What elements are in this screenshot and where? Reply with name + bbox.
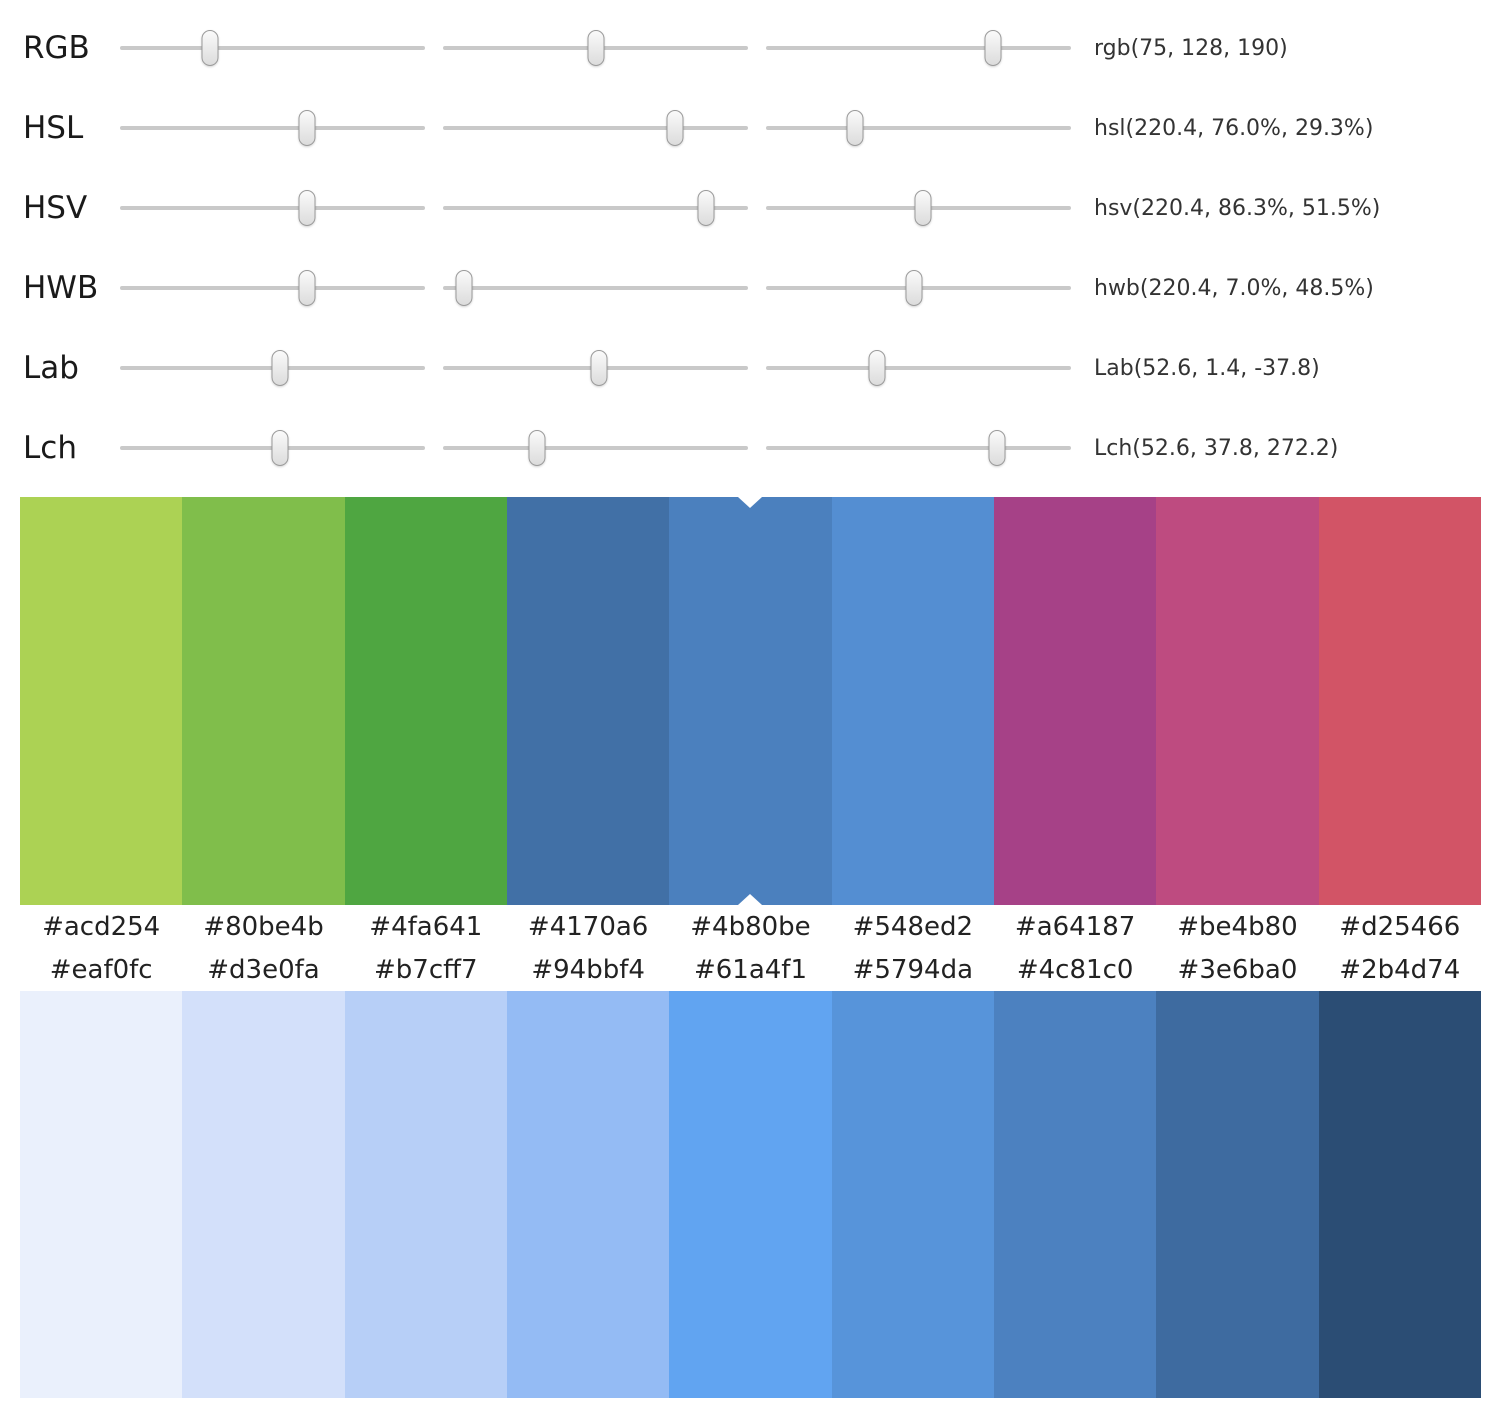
rgb-slider-track-3[interactable] (766, 30, 1071, 66)
rgb-slider-thumb-3[interactable] (984, 30, 1002, 66)
rgb-row-label: RGB (23, 30, 90, 66)
harmony-swatch-4fa641[interactable] (344, 497, 507, 905)
harmony-swatch-acd254[interactable] (20, 497, 183, 905)
hwb-row-label: HWB (23, 270, 99, 306)
hwb-slider-track-3[interactable] (766, 270, 1071, 306)
lab-slider-thumb-1[interactable] (271, 350, 289, 386)
lch-slider-track-1[interactable] (120, 430, 425, 466)
scale-swatch-d3e0fa[interactable] (182, 991, 345, 1398)
harmony-swatch-548ed2[interactable] (831, 497, 994, 905)
scale-hex-labels: #eaf0fc #d3e0fa #b7cff7 #94bbf4 #61a4f1 #5794… (20, 948, 1481, 991)
hsv-slider-thumb-3[interactable] (914, 190, 932, 226)
lch-row-label: Lch (23, 430, 77, 466)
scale-swatch-eaf0fc[interactable] (20, 991, 183, 1398)
hsl-row-label: HSL (23, 110, 84, 146)
hsv-slider-track-1[interactable] (120, 190, 425, 226)
scale-hex-label-3: #b7cff7 (374, 954, 478, 985)
lab-slider-thumb-2[interactable] (590, 350, 608, 386)
hwb-slider-track-1[interactable] (120, 270, 425, 306)
scale-swatch-94bbf4[interactable] (506, 991, 670, 1398)
rgb-slider-thumb-2[interactable] (587, 30, 605, 66)
slider-row-hsl: HSL hsl(220.4, 76.0%, 29.3%) (0, 88, 1501, 168)
hsv-value-text: hsv(220.4, 86.3%, 51.5%) (1094, 195, 1381, 221)
hwb-slider-thumb-3[interactable] (905, 270, 923, 306)
scale-swatch-61a4f1[interactable] (669, 991, 832, 1398)
harmony-hex-label-2: #80be4b (203, 911, 324, 942)
slider-row-hwb: HWB hwb(220.4, 7.0%, 48.5%) (0, 248, 1501, 328)
hsv-slider-thumb-1[interactable] (298, 190, 316, 226)
slider-row-lch: Lch Lch(52.6, 37.8, 272.2) (0, 408, 1501, 488)
harmony-hex-label-1: #acd254 (42, 911, 161, 942)
lab-slider-thumb-3[interactable] (868, 350, 886, 386)
harmony-hex-label-5: #4b80be (690, 911, 811, 942)
lab-slider-track-1[interactable] (120, 350, 425, 386)
harmony-swatch-4170a6[interactable] (506, 497, 670, 905)
slider-row-rgb: RGB rgb(75, 128, 190) (0, 8, 1501, 88)
lch-slider-track-2[interactable] (443, 430, 748, 466)
scale-swatch-2b4d74[interactable] (1318, 991, 1481, 1398)
hsv-row-label: HSV (23, 190, 88, 226)
hsl-value-text: hsl(220.4, 76.0%, 29.3%) (1094, 115, 1374, 141)
hsl-slider-thumb-2[interactable] (666, 110, 684, 146)
scale-hex-label-6: #5794da (852, 954, 973, 985)
harmony-hex-label-4: #4170a6 (527, 911, 649, 942)
lab-slider-track-2[interactable] (443, 350, 748, 386)
hsv-slider-track-2[interactable] (443, 190, 748, 226)
harmony-hex-label-7: #a64187 (1014, 911, 1136, 942)
rgb-value-text: rgb(75, 128, 190) (1094, 35, 1288, 61)
harmony-swatch-be4b80[interactable] (1156, 497, 1319, 905)
scale-hex-label-2: #d3e0fa (207, 954, 320, 985)
scale-hex-label-1: #eaf0fc (49, 954, 153, 985)
harmony-hex-label-9: #d25466 (1339, 911, 1461, 942)
lab-row-label: Lab (23, 350, 79, 386)
rgb-slider-track-2[interactable] (443, 30, 748, 66)
rgb-slider-track-1[interactable] (120, 30, 425, 66)
hsl-slider-track-2[interactable] (443, 110, 748, 146)
hsl-slider-track-3[interactable] (766, 110, 1071, 146)
hsl-slider-track-1[interactable] (120, 110, 425, 146)
hwb-slider-track-2[interactable] (443, 270, 748, 306)
harmony-hex-label-8: #be4b80 (1177, 911, 1298, 942)
scale-swatch-3e6ba0[interactable] (1156, 991, 1319, 1398)
lch-slider-thumb-2[interactable] (528, 430, 546, 466)
harmony-swatch-80be4b[interactable] (182, 497, 345, 905)
scale-swatch-4c81c0[interactable] (993, 991, 1157, 1398)
harmony-hex-label-6: #548ed2 (852, 911, 974, 942)
slider-panel: RGB rgb(75, 128, 190) HSL hsl(220.4, 76.0%,… (0, 0, 1501, 488)
harmony-swatch-a64187[interactable] (993, 497, 1157, 905)
lab-value-text: Lab(52.6, 1.4, -37.8) (1094, 355, 1320, 381)
hsl-slider-thumb-3[interactable] (846, 110, 864, 146)
scale-hex-label-8: #3e6ba0 (1177, 954, 1298, 985)
scale-palette (20, 991, 1481, 1398)
hwb-value-text: hwb(220.4, 7.0%, 48.5%) (1094, 275, 1374, 301)
scale-swatch-5794da[interactable] (831, 991, 994, 1398)
rgb-slider-thumb-1[interactable] (201, 30, 219, 66)
hsv-slider-thumb-2[interactable] (697, 190, 715, 226)
lch-slider-thumb-1[interactable] (271, 430, 289, 466)
scale-hex-label-7: #4c81c0 (1016, 954, 1134, 985)
lab-slider-track-3[interactable] (766, 350, 1071, 386)
slider-row-hsv: HSV hsv(220.4, 86.3%, 51.5%) (0, 168, 1501, 248)
hwb-slider-thumb-2[interactable] (455, 270, 473, 306)
harmony-swatch-4b80be[interactable] (669, 497, 832, 905)
slider-row-lab: Lab Lab(52.6, 1.4, -37.8) (0, 328, 1501, 408)
harmony-hex-label-3: #4fa641 (369, 911, 483, 942)
scale-hex-label-4: #94bbf4 (531, 954, 645, 985)
harmony-palette (20, 497, 1481, 905)
lch-slider-track-3[interactable] (766, 430, 1071, 466)
hwb-slider-thumb-1[interactable] (298, 270, 316, 306)
harmony-swatch-d25466[interactable] (1318, 497, 1481, 905)
hsl-slider-thumb-1[interactable] (298, 110, 316, 146)
scale-hex-label-9: #2b4d74 (1339, 954, 1461, 985)
hsv-slider-track-3[interactable] (766, 190, 1071, 226)
lch-slider-thumb-3[interactable] (988, 430, 1006, 466)
scale-hex-label-5: #61a4f1 (693, 954, 807, 985)
harmony-hex-labels: #acd254 #80be4b #4fa641 #4170a6 #4b80be #548e… (20, 905, 1481, 948)
scale-swatch-b7cff7[interactable] (344, 991, 507, 1398)
lch-value-text: Lch(52.6, 37.8, 272.2) (1094, 435, 1339, 461)
